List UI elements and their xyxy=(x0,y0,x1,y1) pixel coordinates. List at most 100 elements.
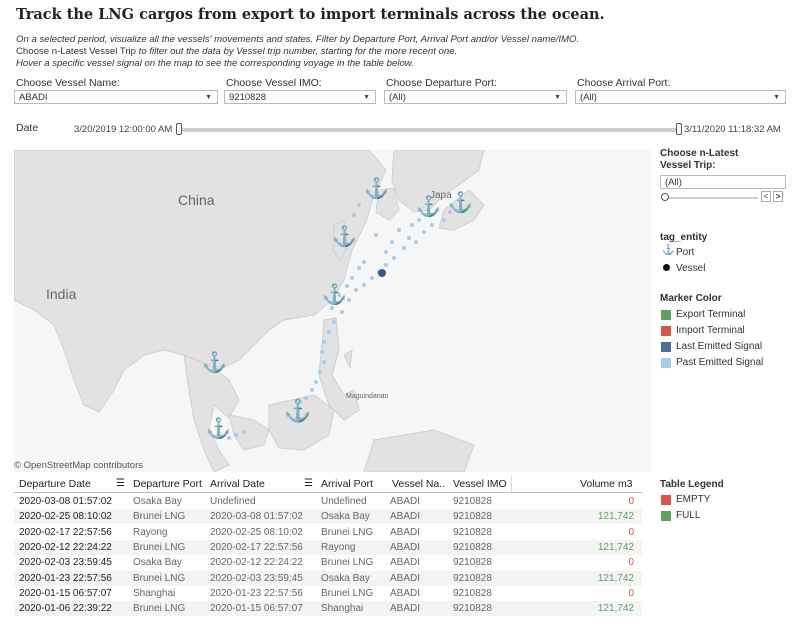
date-slider-start-handle[interactable] xyxy=(176,123,182,135)
marker-swatch xyxy=(661,326,671,336)
table-cell: 2020-02-12 22:24:22 xyxy=(210,557,303,569)
table-cell: 2020-03-08 01:57:02 xyxy=(210,511,303,523)
table-cell: 2020-01-23 22:57:56 xyxy=(210,587,303,599)
trip-next-button[interactable]: > xyxy=(773,191,783,202)
map-label-china: China xyxy=(178,192,215,208)
col-departure-date[interactable]: Departure Date xyxy=(19,478,91,490)
date-label: Date xyxy=(16,122,39,134)
chevron-left-icon: < xyxy=(763,192,769,201)
table-legend-label: FULL xyxy=(676,510,701,521)
trip-slider-track[interactable] xyxy=(664,197,758,199)
table-row[interactable]: 2020-02-25 08:10:02 Brunei LNG 2020-03-08 … xyxy=(14,509,642,525)
table-cell: Brunei LNG xyxy=(321,587,374,599)
table-cell: ABADI xyxy=(390,496,421,507)
description-line-1: On a selected period, visualize all the … xyxy=(16,34,580,45)
table-cell: 2020-02-25 08:10:02 xyxy=(210,526,303,538)
col-vessel-imo[interactable]: Vessel IMO xyxy=(453,478,507,490)
table-cell: 9210828 xyxy=(453,526,492,538)
marker-label: Export Terminal xyxy=(676,309,746,320)
import-port-anchor-icon[interactable]: ⚓ xyxy=(416,196,441,218)
description-line-2: Choose n-Latest Vessel Trip to filter ou… xyxy=(16,46,458,57)
table-cell: Brunei LNG xyxy=(133,511,186,523)
col-volume[interactable]: Volume m3 xyxy=(580,478,633,490)
chevron-down-icon: ▼ xyxy=(554,94,561,101)
tag-entity-title: tag_entity xyxy=(660,232,708,243)
date-end: 3/11/2020 11:18:32 AM xyxy=(684,124,781,135)
table-cell: Shanghai xyxy=(133,587,176,599)
trip-filter-select[interactable]: (All) xyxy=(660,175,786,189)
table-cell: ABADI xyxy=(390,587,421,599)
table-row[interactable]: 2020-02-12 22:24:22 Brunei LNG 2020-02-17 … xyxy=(14,539,642,555)
import-port-anchor-icon[interactable]: ⚓ xyxy=(364,178,389,200)
table-cell: 2020-01-06 22:39:22 xyxy=(19,603,112,615)
table-legend-title: Table Legend xyxy=(660,479,724,490)
table-cell: 2020-02-25 08:10:02 xyxy=(19,511,112,523)
marker-swatch xyxy=(661,310,671,320)
table-cell: 9210828 xyxy=(453,557,492,569)
departure-port-select[interactable]: (All) ▼ xyxy=(384,90,567,104)
volume-cell: 0 xyxy=(628,557,634,569)
table-row[interactable]: 2020-01-15 06:57:07 Shanghai 2020-01-23 22… xyxy=(14,586,642,601)
sort-icon[interactable]: ☰ xyxy=(116,478,125,489)
sort-icon[interactable]: ☰ xyxy=(304,478,313,489)
table-row[interactable]: 2020-02-17 22:57:56 Rayong 2020-02-25 08:1… xyxy=(14,525,642,540)
date-slider-end-handle[interactable] xyxy=(676,123,682,135)
trip-filter-label-1: Choose n-Latest xyxy=(660,148,739,159)
table-cell: 2020-02-17 22:57:56 xyxy=(210,541,303,553)
column-divider xyxy=(511,476,512,494)
volume-cell: 0 xyxy=(628,496,634,507)
import-port-anchor-icon[interactable]: ⚓ xyxy=(448,192,473,214)
table-cell: Undefined xyxy=(210,496,256,507)
table-cell: 2020-03-08 01:57:02 xyxy=(19,496,112,507)
vessel-map[interactable]: China India Japa Maguindanao ⚓ ⚓ ⚓ ⚓ ⚓ ⚓… xyxy=(14,150,651,472)
map-label-maguindanao: Maguindanao xyxy=(346,393,389,400)
table-cell: Osaka Bay xyxy=(133,496,182,507)
table-cell: 9210828 xyxy=(453,603,492,615)
table-cell: ABADI xyxy=(390,557,421,569)
last-vessel-signal[interactable] xyxy=(378,269,386,277)
marker-swatch xyxy=(661,358,671,368)
table-cell: 9210828 xyxy=(453,496,492,507)
map-attribution: © OpenStreetMap contributors xyxy=(14,460,143,471)
col-vessel-name[interactable]: Vessel Na.. xyxy=(392,478,446,490)
table-cell: ABADI xyxy=(390,541,421,553)
arrival-port-select[interactable]: (All) ▼ xyxy=(575,90,786,104)
col-departure-port[interactable]: Departure Port xyxy=(133,478,202,490)
table-cell: 9210828 xyxy=(453,572,492,584)
vessel-name-label: Choose Vessel Name: xyxy=(16,77,120,89)
table-cell: Brunei LNG xyxy=(133,541,186,553)
tag-port-label: Port xyxy=(676,247,695,258)
table-row[interactable]: 2020-01-23 22:57:56 Brunei LNG 2020-02-03 … xyxy=(14,570,642,586)
vessel-name-select[interactable]: ABADI ▼ xyxy=(14,90,218,104)
import-port-anchor-icon[interactable]: ⚓ xyxy=(322,284,347,306)
import-port-anchor-icon[interactable]: ⚓ xyxy=(206,418,231,440)
trip-prev-button[interactable]: < xyxy=(761,191,771,202)
marker-label: Import Terminal xyxy=(676,325,745,336)
trip-slider-handle[interactable] xyxy=(661,193,669,201)
export-port-anchor-icon[interactable]: ⚓ xyxy=(284,398,312,423)
table-legend-swatch xyxy=(661,511,671,521)
table-row[interactable]: 2020-02-03 23:59:45 Osaka Bay 2020-02-12 2… xyxy=(14,555,642,570)
tag-vessel-label: Vessel xyxy=(676,263,706,274)
date-slider-track[interactable] xyxy=(182,128,680,132)
volume-cell: 121,742 xyxy=(597,541,634,553)
table-row[interactable]: 2020-01-06 22:39:22 Brunei LNG 2020-01-15 … xyxy=(14,601,642,617)
table-cell: 2020-01-15 06:57:07 xyxy=(19,587,112,599)
table-row[interactable]: 2020-03-08 01:57:02 Osaka Bay Undefined Und… xyxy=(14,494,642,509)
table-cell: Shanghai xyxy=(321,603,364,615)
table-cell: Osaka Bay xyxy=(321,572,370,584)
marker-label: Past Emitted Signal xyxy=(676,357,764,368)
table-cell: Brunei LNG xyxy=(133,572,186,584)
vessel-imo-select[interactable]: 9210828 ▼ xyxy=(224,90,376,104)
table-header-divider xyxy=(14,492,642,493)
volume-cell: 121,742 xyxy=(597,511,634,523)
table-cell: Brunei LNG xyxy=(321,526,374,538)
col-arrival-date[interactable]: Arrival Date xyxy=(210,478,265,490)
table-legend-swatch xyxy=(661,495,671,505)
volume-cell: 121,742 xyxy=(597,572,634,584)
col-arrival-port[interactable]: Arrival Port xyxy=(321,478,373,490)
description-line-3: Hover a specific vessel signal on the ma… xyxy=(16,58,414,69)
import-port-anchor-icon[interactable]: ⚓ xyxy=(202,352,227,374)
import-port-anchor-icon[interactable]: ⚓ xyxy=(332,226,357,248)
departure-port-label: Choose Departure Port: xyxy=(386,77,497,89)
